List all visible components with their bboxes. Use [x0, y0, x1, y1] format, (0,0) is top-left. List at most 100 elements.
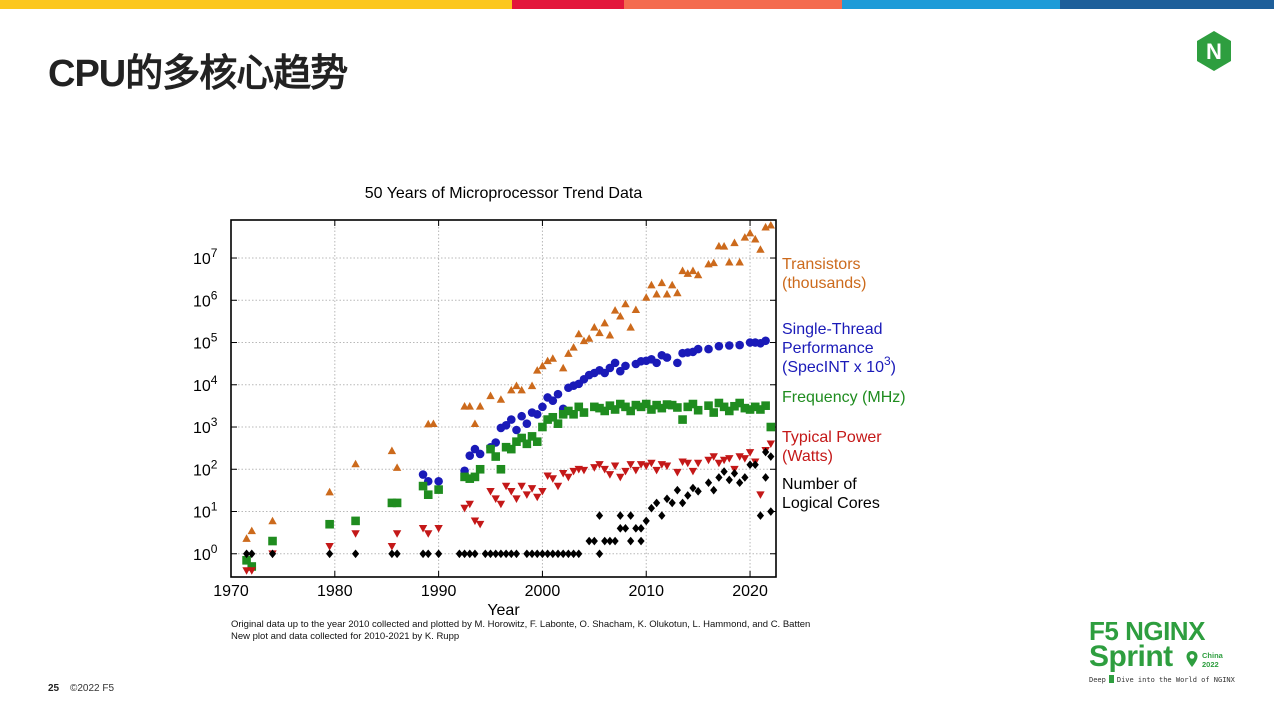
power-point [652, 466, 661, 475]
transistors-point [662, 289, 672, 298]
transistors-point [548, 354, 558, 362]
transistors-point [725, 257, 734, 266]
single-thread-point [673, 358, 682, 368]
y-tick-label: 104 [193, 373, 218, 395]
power-point [610, 462, 620, 471]
sprint-tagline-bar [1108, 675, 1114, 683]
transistors-point [351, 459, 360, 468]
logical-cores-point [268, 549, 277, 559]
x-tick-label: 2020 [732, 583, 768, 600]
power-point [579, 466, 589, 475]
transistors-point [688, 266, 698, 275]
transistors-point [745, 228, 755, 237]
top-color-segment-red [512, 0, 624, 9]
transistors-point [730, 238, 739, 247]
logical-cores-point [393, 549, 401, 559]
logical-cores-point [549, 549, 557, 559]
power-point [740, 455, 750, 463]
transistors-point [667, 280, 677, 289]
transistors-point [496, 395, 506, 403]
frequency-point [522, 439, 532, 449]
single-thread-point [621, 361, 630, 371]
frequency-point [496, 464, 506, 474]
sprint-logo-year: 2022 [1202, 660, 1219, 669]
frequency-point [465, 474, 475, 483]
power-point [719, 456, 729, 465]
transistors-point [325, 487, 334, 496]
power-point [247, 567, 256, 575]
logical-cores-point [678, 498, 687, 508]
power-point [434, 524, 443, 533]
power-point [766, 440, 776, 449]
power-point [600, 465, 609, 474]
power-point [590, 464, 599, 472]
power-point [709, 453, 718, 461]
power-point [569, 467, 578, 476]
logical-cores-point [481, 549, 489, 559]
single-thread-point [548, 396, 558, 405]
power-point [351, 530, 360, 538]
frequency-point [506, 444, 516, 454]
x-tick-label: 2010 [628, 583, 664, 600]
single-thread-point [512, 425, 521, 435]
transistors-point [719, 242, 729, 250]
frequency-point [615, 399, 625, 409]
transistors-point [642, 293, 651, 301]
logical-cores-point [616, 524, 624, 533]
logical-cores-point [544, 549, 552, 559]
frequency-point [678, 415, 687, 424]
transistors-point [533, 366, 542, 374]
frequency-point [574, 402, 584, 412]
frequency-point [740, 403, 750, 413]
logical-cores-point [388, 549, 396, 559]
logical-cores-point [554, 549, 562, 559]
power-point [486, 487, 495, 496]
frequency-point [325, 519, 334, 529]
legend-single-thread-line3: (SpecINT x 103) [782, 354, 896, 376]
transistors-point [735, 257, 744, 266]
transistors-point [470, 419, 480, 428]
single-thread-point [522, 419, 532, 428]
logical-cores-point [627, 511, 635, 520]
single-thread-point [761, 336, 770, 346]
logical-cores-point [528, 549, 536, 559]
power-point [527, 485, 537, 493]
chart-title: 50 Years of Microprocessor Trend Data [365, 185, 643, 202]
logical-cores-point [642, 516, 650, 526]
logical-cores-point [455, 549, 463, 559]
single-thread-point [610, 358, 620, 368]
frequency-point [704, 401, 713, 410]
logical-cores-point [627, 536, 635, 546]
frequency-point [268, 536, 277, 546]
power-point [714, 459, 724, 468]
frequency-point [761, 401, 770, 410]
logical-cores-point [730, 469, 739, 478]
power-point [693, 459, 703, 468]
frequency-point [714, 398, 724, 408]
logical-cores-point [611, 536, 619, 546]
single-thread-point [538, 402, 547, 412]
logical-cores-point [710, 485, 718, 495]
microprocessor-trend-chart: 50 Years of Microprocessor Trend Data 197… [193, 185, 906, 619]
y-tick-label: 106 [193, 288, 218, 310]
logical-cores-point [606, 536, 614, 546]
logical-cores-point [689, 483, 697, 493]
frequency-point [605, 401, 615, 410]
power-point [491, 495, 500, 503]
logical-cores-point [746, 460, 754, 470]
frequency-point [652, 400, 661, 410]
power-point [688, 467, 698, 476]
logical-cores-point [435, 549, 443, 559]
y-tick-label: 107 [193, 246, 218, 268]
logical-cores-point [492, 549, 500, 559]
top-color-segment-blue [842, 0, 1060, 9]
top-color-segment-darkblue [1060, 0, 1274, 9]
chart-footnote-new: New plot and data collected for 2010-202… [231, 631, 460, 642]
logical-cores-point [694, 487, 702, 496]
logical-cores-point [424, 549, 432, 559]
power-point [387, 542, 397, 551]
logical-cores-point [590, 536, 598, 546]
transistors-point [600, 318, 609, 327]
transistors-point [647, 280, 656, 289]
logical-cores-point [538, 549, 547, 559]
